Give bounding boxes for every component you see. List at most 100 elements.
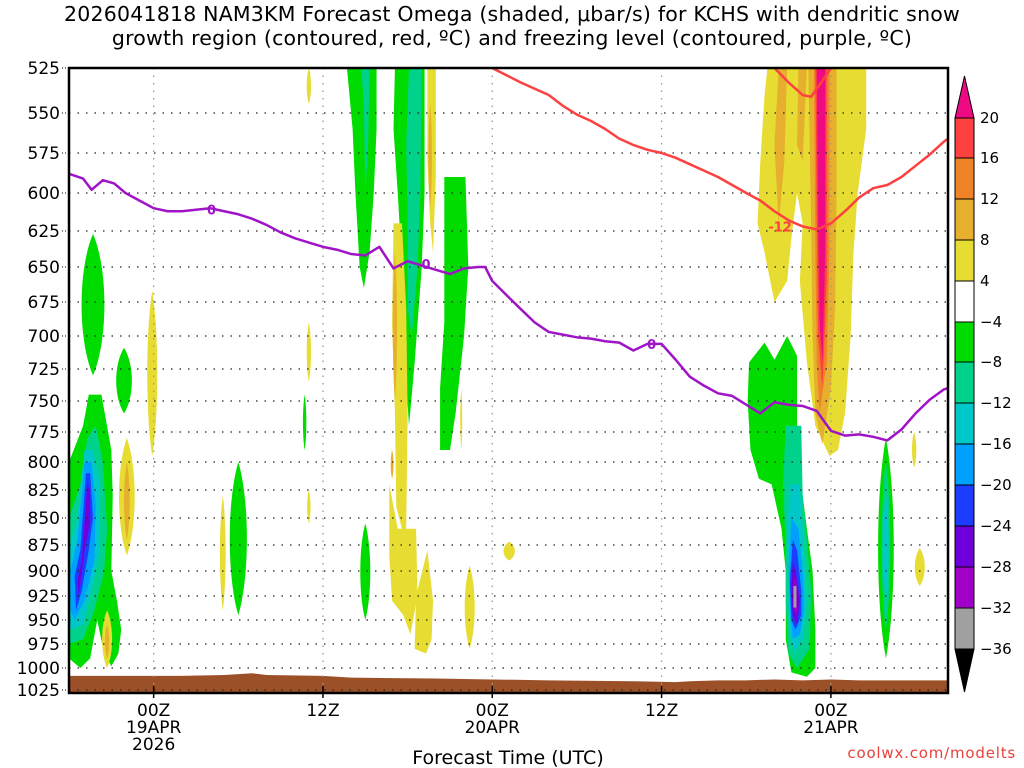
colorbar-max-arrow (954, 75, 975, 119)
colorbar-label: 8 (980, 231, 990, 249)
contour-line-dendritic-growth-zone-upper-loop (773, 68, 832, 99)
colorbar-label: −4 (980, 313, 1002, 331)
plot-area: 0 0 0 -12 (67, 66, 950, 695)
y-tick-label: 900 (28, 562, 60, 582)
y-tick-label: 725 (28, 360, 60, 380)
y-tick-label: 550 (28, 104, 60, 124)
credit-link[interactable]: coolwx.com/modelts (847, 744, 1016, 762)
omega-contour-region (389, 484, 418, 635)
colorbar-segment (954, 280, 975, 323)
omega-contour-region (390, 450, 394, 479)
omega-contour-region (414, 550, 434, 654)
omega-contour-region (460, 388, 463, 450)
omega-shading (69, 68, 925, 677)
y-tick-label: 825 (28, 481, 60, 501)
chart-title: 2026041818 NAM3KM Forecast Omega (shaded… (0, 2, 1024, 50)
y-tick-label: 975 (28, 635, 60, 655)
contour-line-dendritic-growth-zone-12c (491, 68, 948, 231)
x-tick-label: 12Z (645, 701, 678, 721)
contour-lines: 0 0 0 -12 (69, 68, 948, 442)
omega-contour-region (147, 290, 158, 456)
omega-contour-region (428, 104, 432, 209)
colorbar-segment (954, 117, 975, 159)
colorbar-segment (954, 198, 975, 241)
omega-contour-region (464, 565, 475, 649)
y-tick-label: 850 (28, 509, 60, 529)
chart-title-line-1: 2026041818 NAM3KM Forecast Omega (shaded… (64, 2, 960, 26)
y-tick-label: 750 (28, 392, 60, 412)
colorbar-segment (954, 402, 975, 445)
colorbar-segment (954, 239, 975, 282)
omega-contour-region (123, 462, 130, 540)
x-tick-label: 20APR (465, 718, 521, 738)
y-tick-label: 675 (28, 293, 60, 313)
y-tick-label: 875 (28, 536, 60, 556)
colorbar-segment (954, 361, 975, 404)
omega-contour-region (346, 68, 377, 288)
x-axis-label: Forecast Time (UTC) (412, 747, 603, 768)
contour-label: 0 (421, 258, 430, 273)
omega-min-marker (793, 586, 797, 608)
colorbar-segment (954, 525, 975, 568)
y-tick-label: 575 (28, 144, 60, 164)
y-tick-label: 600 (28, 184, 60, 204)
omega-contour-region (914, 548, 925, 586)
colorbar-label: −36 (980, 640, 1012, 658)
colorbar-segment (954, 157, 975, 200)
colorbar-segment (954, 321, 975, 363)
colorbar-segment (954, 443, 975, 486)
contour-label: 0 (207, 204, 216, 219)
omega-contour-region (302, 394, 307, 450)
ground-terrain (69, 673, 948, 693)
y-tick-label: 1025 (17, 681, 60, 701)
omega-contour-region (307, 490, 311, 524)
contour-line-freezing-level (69, 172, 948, 442)
plot-frame (67, 66, 950, 695)
x-tick-label: 21APR (803, 718, 859, 738)
omega-contour-region (306, 322, 311, 382)
omega-contour-region (361, 68, 370, 193)
colorbar-segment (954, 566, 975, 609)
x-tick-label: 12Z (306, 701, 339, 721)
y-tick-label: 650 (28, 258, 60, 278)
omega-contour-region (229, 462, 247, 616)
y-axis: 525 550 575 600 625 650 675 700 725 750 775 800 825 8… (17, 59, 69, 701)
omega-contour-region (392, 252, 398, 401)
y-tick-label: 800 (28, 453, 60, 473)
y-tick-label: 775 (28, 423, 60, 443)
colorbar-label: 16 (980, 149, 999, 167)
colorbar-label: 20 (980, 109, 999, 127)
omega-contour-region (883, 495, 889, 601)
omega-max-descent (816, 68, 826, 363)
x-tick-label: 00Z (476, 701, 509, 721)
omega-contour-region (104, 624, 110, 659)
x-tick-label: 2026 (132, 735, 175, 755)
colorbar-label: −32 (980, 599, 1012, 617)
colorbar-label: −8 (980, 353, 1002, 371)
y-tick-label: 925 (28, 587, 60, 607)
contour-label: -12 (768, 220, 792, 235)
omega-contour-region (116, 347, 132, 414)
omega-contour-region (306, 68, 311, 104)
omega-contour-region (911, 432, 917, 468)
omega-contour-region (440, 177, 469, 450)
omega-contour-region (81, 233, 105, 376)
y-tick-label: 700 (28, 327, 60, 347)
contour-label: 0 (647, 338, 656, 353)
omega-contour-region (77, 484, 91, 596)
omega-contour-region (774, 68, 788, 224)
x-tick-label: 19APR (126, 718, 182, 738)
colorbar-label: −20 (980, 476, 1012, 494)
colorbar-label: −12 (980, 394, 1012, 412)
colorbar-segment (954, 484, 975, 527)
x-tick-label: 00Z (137, 701, 170, 721)
colorbar-label: 12 (980, 190, 999, 208)
x-tick-label: 00Z (814, 701, 847, 721)
colorbar-label: −28 (980, 558, 1012, 576)
colorbar-min-arrow (954, 648, 975, 693)
colorbar-label: 4 (980, 272, 990, 290)
colorbar: 20 16 12 8 4 −4 −8 −12 −16 −20 −24 −28 −32 −36 (954, 75, 1012, 693)
omega-contour-region (219, 495, 226, 611)
